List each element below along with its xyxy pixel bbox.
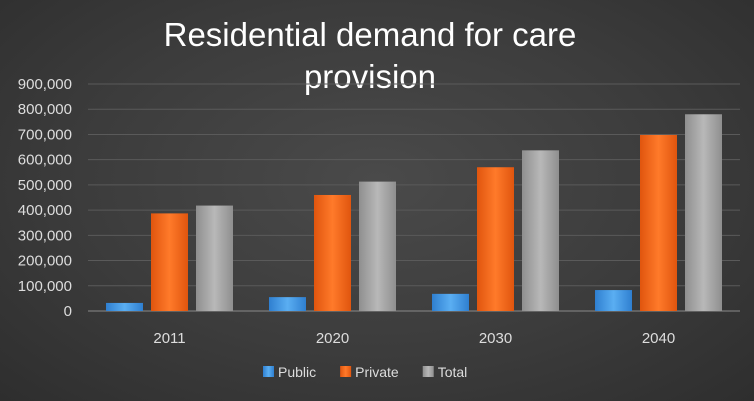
bar-private-2040 (640, 134, 677, 311)
legend-label-public: Public (278, 364, 316, 380)
legend-swatch-total (422, 366, 434, 377)
bar-total-2020 (359, 181, 396, 311)
x-axis: 2011 2020 2030 2040 (153, 330, 675, 347)
bar-total-2030 (522, 150, 559, 311)
y-tick-label: 600,000 (18, 152, 72, 169)
y-tick-label: 300,000 (18, 227, 72, 244)
y-tick-label: 200,000 (18, 253, 72, 270)
legend-label-total: Total (438, 364, 468, 380)
y-tick-label: 100,000 (18, 278, 72, 295)
bar-public-2020 (269, 297, 306, 311)
bar-public-2040 (595, 290, 632, 311)
x-tick-label: 2030 (479, 330, 512, 347)
x-tick-label: 2011 (153, 330, 185, 347)
bar-public-2011 (106, 302, 143, 311)
legend-swatch-private (340, 366, 352, 377)
bar-total-2011 (196, 205, 233, 311)
legend-label-private: Private (355, 364, 399, 380)
bar-private-2020 (314, 194, 351, 311)
x-tick-label: 2040 (642, 330, 675, 347)
legend-swatch-public (263, 366, 274, 377)
legend: Public Private Total (263, 364, 467, 380)
x-tick-label: 2020 (316, 330, 349, 347)
bar-total-2040 (685, 114, 722, 312)
y-tick-label: 500,000 (18, 177, 72, 194)
bar-private-2011 (151, 213, 188, 311)
y-tick-label: 400,000 (18, 202, 72, 219)
chart-title: Residential demand for care provision (163, 16, 577, 95)
y-tick-label: 700,000 (18, 126, 72, 143)
bar-private-2030 (477, 167, 514, 311)
y-tick-label: 0 (64, 303, 72, 320)
bar-public-2030 (432, 293, 469, 311)
bars (106, 114, 722, 312)
y-tick-label: 800,000 (18, 101, 72, 118)
y-axis: 0 100,000 200,000 300,000 400,000 500,000 600,… (18, 76, 72, 320)
y-tick-label: 900,000 (18, 76, 72, 93)
